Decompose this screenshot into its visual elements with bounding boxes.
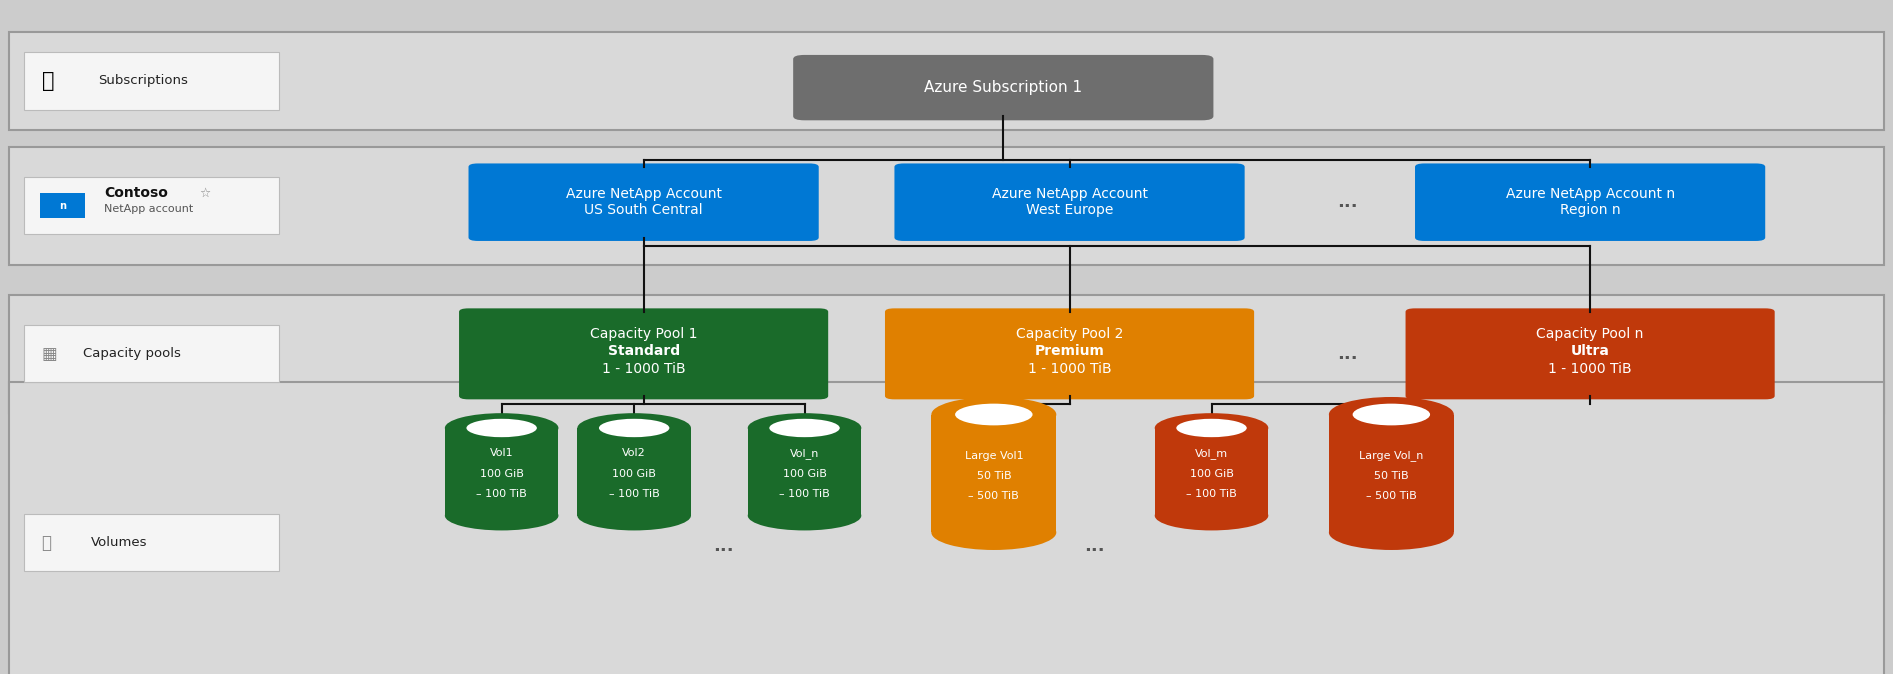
Bar — [9, 295, 1884, 412]
Text: Large Vol1: Large Vol1 — [965, 451, 1022, 460]
Ellipse shape — [1155, 413, 1268, 443]
Text: 50 TiB: 50 TiB — [977, 471, 1011, 481]
Text: ...: ... — [1085, 537, 1104, 555]
FancyBboxPatch shape — [1414, 164, 1764, 241]
Text: Capacity Pool n: Capacity Pool n — [1537, 327, 1643, 340]
Text: Capacity Pool 2: Capacity Pool 2 — [1017, 327, 1123, 340]
Text: 1 - 1000 TiB: 1 - 1000 TiB — [602, 362, 685, 375]
Ellipse shape — [466, 419, 538, 437]
Ellipse shape — [1329, 397, 1454, 432]
Text: Standard: Standard — [608, 344, 680, 358]
Text: Vol2: Vol2 — [623, 448, 646, 458]
Text: 🔑: 🔑 — [42, 71, 55, 91]
Text: n: n — [59, 201, 66, 210]
Ellipse shape — [598, 419, 670, 437]
Text: Premium: Premium — [1035, 344, 1104, 358]
Text: Volumes: Volumes — [91, 536, 148, 549]
Ellipse shape — [577, 501, 691, 530]
Text: ...: ... — [1338, 345, 1357, 363]
FancyBboxPatch shape — [893, 164, 1246, 241]
FancyBboxPatch shape — [884, 309, 1253, 399]
Text: 100 GiB: 100 GiB — [611, 468, 657, 479]
Bar — [23, 53, 280, 109]
Text: Vol_n: Vol_n — [789, 448, 820, 459]
Text: Ultra: Ultra — [1571, 344, 1609, 358]
FancyBboxPatch shape — [1405, 309, 1776, 399]
Ellipse shape — [931, 515, 1056, 550]
Bar — [23, 326, 280, 383]
Ellipse shape — [748, 413, 861, 443]
Bar — [9, 32, 1884, 129]
Bar — [23, 514, 280, 572]
Text: 100 GiB: 100 GiB — [782, 468, 827, 479]
Text: Azure Subscription 1: Azure Subscription 1 — [924, 80, 1083, 95]
Text: 100 GiB: 100 GiB — [479, 468, 524, 479]
Text: 50 TiB: 50 TiB — [1374, 471, 1408, 481]
Ellipse shape — [577, 413, 691, 443]
Ellipse shape — [445, 413, 558, 443]
Text: – 100 TiB: – 100 TiB — [610, 489, 659, 499]
Bar — [445, 428, 558, 516]
Text: – 100 TiB: – 100 TiB — [1187, 489, 1236, 499]
Text: Capacity Pool 1: Capacity Pool 1 — [591, 327, 697, 340]
Bar — [748, 428, 861, 516]
Bar — [23, 177, 280, 235]
Text: 🗄: 🗄 — [42, 534, 51, 551]
FancyBboxPatch shape — [460, 309, 829, 399]
Ellipse shape — [931, 397, 1056, 432]
Ellipse shape — [956, 404, 1032, 425]
Text: Azure NetApp Account
West Europe: Azure NetApp Account West Europe — [992, 187, 1147, 217]
FancyBboxPatch shape — [40, 193, 85, 218]
Ellipse shape — [1155, 501, 1268, 530]
Text: Azure NetApp Account n
Region n: Azure NetApp Account n Region n — [1505, 187, 1675, 217]
Bar — [9, 383, 1884, 674]
Bar — [1329, 415, 1454, 532]
Text: – 500 TiB: – 500 TiB — [969, 491, 1018, 501]
Bar — [9, 147, 1884, 265]
Bar — [577, 428, 691, 516]
Ellipse shape — [1329, 515, 1454, 550]
Ellipse shape — [445, 501, 558, 530]
Text: 1 - 1000 TiB: 1 - 1000 TiB — [1028, 362, 1111, 375]
Ellipse shape — [1353, 404, 1429, 425]
Text: NetApp account: NetApp account — [104, 204, 193, 214]
Ellipse shape — [748, 501, 861, 530]
Text: – 500 TiB: – 500 TiB — [1367, 491, 1416, 501]
Text: Vol_m: Vol_m — [1194, 448, 1229, 459]
Text: 1 - 1000 TiB: 1 - 1000 TiB — [1548, 362, 1632, 375]
Text: ...: ... — [714, 537, 733, 555]
FancyBboxPatch shape — [793, 55, 1213, 120]
Bar — [931, 415, 1056, 532]
Text: ...: ... — [1338, 193, 1357, 211]
Ellipse shape — [769, 419, 840, 437]
FancyBboxPatch shape — [469, 164, 820, 241]
Text: Vol1: Vol1 — [490, 448, 513, 458]
Text: ☆: ☆ — [199, 187, 210, 200]
Text: Contoso: Contoso — [104, 187, 168, 200]
Text: – 100 TiB: – 100 TiB — [780, 489, 829, 499]
Text: Large Vol_n: Large Vol_n — [1359, 450, 1424, 461]
Text: ▦: ▦ — [42, 345, 57, 363]
Text: Subscriptions: Subscriptions — [98, 74, 187, 88]
Ellipse shape — [1176, 419, 1247, 437]
Text: – 100 TiB: – 100 TiB — [477, 489, 526, 499]
Bar — [1155, 428, 1268, 516]
Text: Azure NetApp Account
US South Central: Azure NetApp Account US South Central — [566, 187, 721, 217]
Text: Capacity pools: Capacity pools — [83, 347, 182, 361]
Text: 100 GiB: 100 GiB — [1189, 468, 1234, 479]
